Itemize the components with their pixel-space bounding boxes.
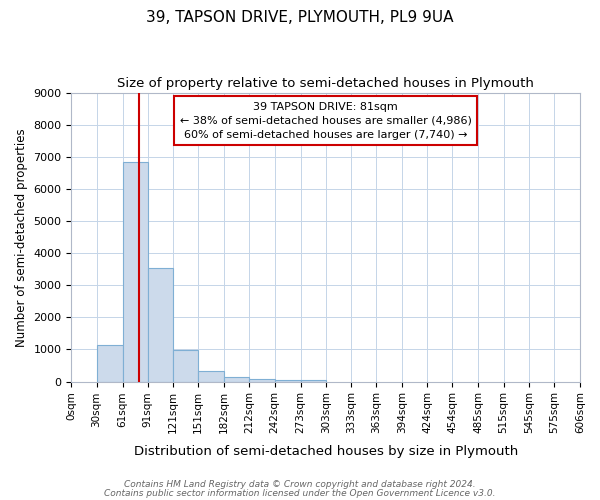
Y-axis label: Number of semi-detached properties: Number of semi-detached properties [15, 128, 28, 346]
Bar [224, 378, 250, 382]
Title: Size of property relative to semi-detached houses in Plymouth: Size of property relative to semi-detach… [117, 78, 534, 90]
Bar [148, 268, 173, 382]
Text: 39, TAPSON DRIVE, PLYMOUTH, PL9 9UA: 39, TAPSON DRIVE, PLYMOUTH, PL9 9UA [146, 10, 454, 25]
Bar [250, 378, 275, 382]
Bar [122, 162, 148, 382]
Text: 39 TAPSON DRIVE: 81sqm
← 38% of semi-detached houses are smaller (4,986)
60% of : 39 TAPSON DRIVE: 81sqm ← 38% of semi-det… [180, 102, 472, 140]
X-axis label: Distribution of semi-detached houses by size in Plymouth: Distribution of semi-detached houses by … [134, 444, 518, 458]
Bar [173, 350, 198, 382]
Bar [275, 380, 301, 382]
Bar [301, 380, 326, 382]
Bar [198, 371, 224, 382]
Text: Contains HM Land Registry data © Crown copyright and database right 2024.: Contains HM Land Registry data © Crown c… [124, 480, 476, 489]
Bar [97, 344, 122, 382]
Text: Contains public sector information licensed under the Open Government Licence v3: Contains public sector information licen… [104, 489, 496, 498]
